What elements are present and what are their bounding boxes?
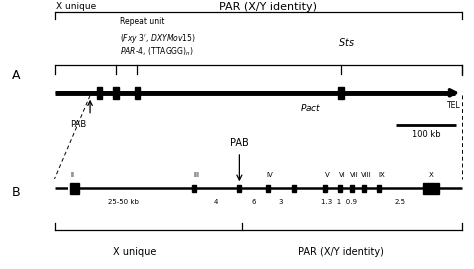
Text: IX: IX (378, 172, 385, 178)
Bar (423, 183, 439, 194)
Bar (266, 185, 270, 192)
Bar (377, 185, 381, 192)
Text: TEL: TEL (447, 101, 461, 110)
Text: III: III (194, 172, 200, 178)
Text: 25-50 kb: 25-50 kb (108, 199, 139, 204)
Bar (323, 185, 327, 192)
Text: 6: 6 (251, 199, 256, 204)
Text: VII: VII (350, 172, 359, 178)
Text: ($\it{Fxy}$ 3$'$, $\it{DXYMov15}$): ($\it{Fxy}$ 3$'$, $\it{DXYMov15}$) (120, 32, 196, 45)
Text: II: II (71, 172, 74, 178)
Text: X: X (429, 172, 434, 178)
Bar (97, 87, 102, 99)
Text: V: V (325, 172, 329, 178)
Text: PAR (X/Y identity): PAR (X/Y identity) (219, 2, 317, 12)
Text: $\it{Sts}$: $\it{Sts}$ (337, 36, 355, 48)
Text: X unique: X unique (56, 2, 96, 11)
Text: 2.5: 2.5 (394, 199, 405, 204)
Bar (338, 87, 344, 99)
Text: Repeat unit: Repeat unit (120, 17, 164, 26)
Text: $\it{Pact}$: $\it{Pact}$ (300, 102, 321, 113)
Text: IV: IV (267, 172, 273, 178)
Bar (292, 185, 296, 192)
Text: 1.3  1  0.9: 1.3 1 0.9 (321, 199, 357, 204)
Bar (362, 185, 366, 192)
Text: 100 kb: 100 kb (411, 130, 440, 139)
Text: VIII: VIII (361, 172, 372, 178)
Bar (350, 185, 354, 192)
Text: VI: VI (339, 172, 346, 178)
Text: 4: 4 (213, 199, 218, 204)
Text: A: A (12, 69, 20, 82)
Text: $\it{PAR}$-4, (TTAGGG)$_n$): $\it{PAR}$-4, (TTAGGG)$_n$) (120, 46, 194, 58)
Text: PAB: PAB (230, 138, 249, 148)
Bar (338, 185, 342, 192)
Text: PAB: PAB (70, 120, 86, 129)
Text: PAR (X/Y identity): PAR (X/Y identity) (298, 246, 384, 257)
Text: B: B (12, 186, 20, 199)
Text: 3: 3 (278, 199, 283, 204)
Text: X unique: X unique (113, 246, 157, 257)
Bar (192, 185, 196, 192)
Bar (135, 87, 140, 99)
Bar (70, 183, 79, 194)
Bar (113, 87, 119, 99)
Bar (237, 185, 241, 192)
